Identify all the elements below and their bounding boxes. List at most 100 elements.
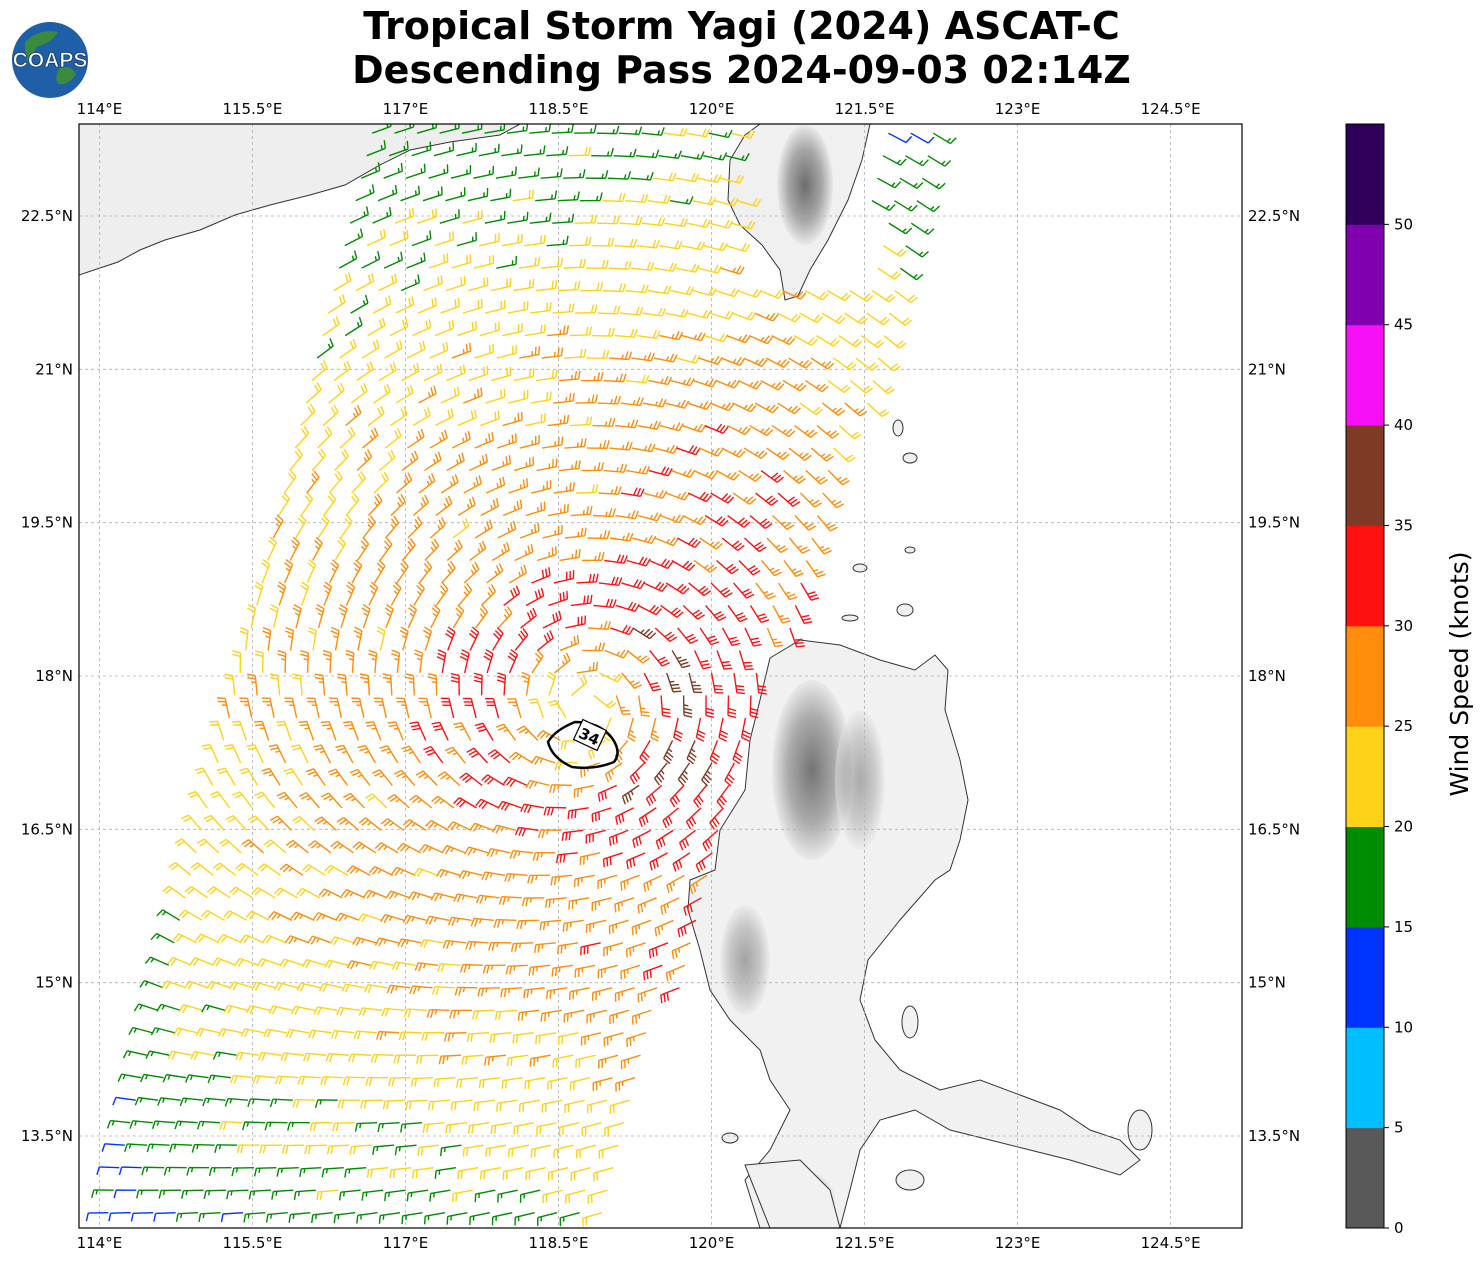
wind-barb	[236, 1144, 260, 1154]
wind-barb	[654, 444, 679, 454]
wind-barb	[783, 560, 804, 578]
wind-barb	[921, 177, 946, 190]
wind-barb	[334, 537, 347, 561]
wind-barb	[321, 1166, 344, 1178]
wind-barb	[508, 564, 528, 584]
lat-tick-left: 22.5°N	[21, 207, 73, 225]
wind-barb	[224, 1097, 249, 1107]
colorbar-bin	[1346, 726, 1384, 828]
colorbar-tick: 10	[1394, 1018, 1413, 1036]
title-line-1: Tropical Storm Yagi (2024) ASCAT-C	[363, 4, 1120, 48]
wind-barb	[660, 604, 684, 618]
wind-barb	[327, 768, 348, 786]
wind-barb	[290, 744, 309, 764]
wind-barb	[877, 267, 902, 280]
wind-barb	[507, 301, 529, 314]
wind-barb	[231, 720, 247, 741]
wind-barb	[530, 755, 556, 765]
wind-barb	[479, 233, 500, 247]
wind-barb	[370, 1053, 394, 1063]
wind-barb	[459, 963, 483, 973]
wind-barb	[615, 807, 634, 825]
wind-barb	[240, 934, 265, 944]
wind-barb	[161, 980, 186, 990]
wind-barb	[369, 960, 394, 970]
wind-barb	[514, 627, 529, 651]
wind-barb	[710, 582, 733, 598]
wind-barb	[267, 536, 277, 561]
wind-barb	[247, 1098, 271, 1107]
wind-barb	[397, 938, 422, 948]
wind-barb	[591, 897, 612, 911]
wind-barb	[201, 743, 219, 764]
wind-barb	[555, 852, 578, 864]
wind-barb	[695, 717, 706, 742]
wind-barb	[669, 196, 694, 205]
wind-barb	[508, 390, 529, 404]
wind-barb	[805, 560, 826, 578]
wind-barb	[659, 331, 684, 341]
wind-barb	[849, 380, 873, 394]
wind-barb	[389, 318, 409, 337]
wind-barb	[580, 942, 601, 956]
wind-barb	[681, 332, 706, 342]
wind-barb	[638, 695, 650, 717]
wind-barb	[509, 849, 533, 859]
wind-barb	[521, 897, 545, 907]
wind-barb	[899, 177, 924, 189]
wind-barb	[257, 863, 281, 876]
wind-barb	[431, 986, 456, 995]
wind-barb	[519, 1189, 541, 1203]
wind-barb	[367, 405, 385, 427]
wind-barb	[553, 570, 575, 584]
wind-barb	[693, 784, 708, 808]
colorbar-bin	[1346, 826, 1384, 928]
wind-barb	[434, 1166, 457, 1179]
wind-barb	[677, 919, 697, 938]
lon-tick-bottom: 123°E	[995, 1234, 1041, 1252]
wind-barb	[400, 1122, 423, 1133]
wind-barb	[497, 1189, 518, 1203]
wind-barb	[537, 630, 554, 651]
wind-barb	[336, 816, 360, 831]
wind-barb	[699, 627, 720, 646]
wind-barb	[598, 1144, 619, 1159]
wind-barb	[496, 672, 507, 696]
wind-barb	[564, 1099, 585, 1114]
wind-barb	[882, 245, 907, 258]
wind-barb	[280, 1052, 304, 1062]
wind-barb	[493, 918, 517, 928]
wind-barb	[220, 1211, 243, 1223]
wind-barb	[367, 493, 383, 516]
wind-barb	[844, 312, 868, 325]
wind-barb	[284, 559, 294, 584]
wind-barb	[593, 694, 617, 709]
wind-barb	[597, 305, 621, 315]
wind-barb	[727, 695, 737, 719]
wind-barb	[592, 327, 615, 337]
wind-barb	[480, 584, 497, 606]
wind-barb	[346, 960, 371, 970]
wind-barb	[318, 888, 343, 899]
wind-barb	[437, 771, 461, 786]
wind-barb	[477, 987, 500, 997]
wind-barb	[899, 267, 924, 281]
wind-barb	[388, 1077, 411, 1087]
wind-barb	[525, 779, 550, 790]
wind-barb	[361, 1189, 384, 1201]
wind-barb	[587, 620, 612, 630]
wind-barb	[662, 807, 679, 829]
wind-barb	[290, 911, 315, 921]
wind-barb	[356, 1211, 378, 1224]
wind-barb	[625, 284, 649, 294]
wind-barb	[379, 745, 399, 764]
wind-barb	[419, 843, 444, 854]
wind-barb	[524, 234, 546, 247]
wind-barb	[794, 424, 818, 438]
wind-barb	[536, 369, 558, 382]
wind-barb	[744, 627, 762, 647]
wind-barb	[888, 222, 913, 235]
wind-barb	[603, 1032, 624, 1047]
wind-barb	[413, 867, 438, 877]
wind-barb	[425, 819, 449, 831]
